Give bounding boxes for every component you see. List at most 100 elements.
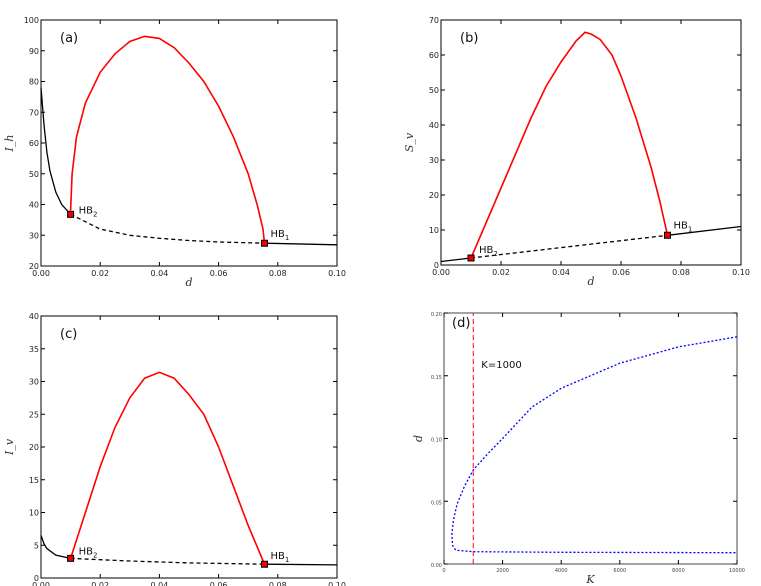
y-tick-label: 5 [34,541,39,550]
y-tick-label: 0.10 [431,438,442,444]
y-tick-label: 0.00 [431,563,442,569]
series-stable-right [264,563,338,566]
hopf-label-sub: 2 [493,250,497,258]
hopf-marker [467,254,475,262]
panel-label: (d) [452,316,470,331]
x-tick-label: 0.06 [210,269,228,278]
y-tick-label: 30 [29,231,39,240]
y-tick-label: 0.20 [431,312,442,318]
hopf-label: HB2 [79,205,98,218]
y-tick-label: 0.15 [431,375,442,381]
y-tick-label: 60 [29,139,39,148]
hopf-marker [67,210,75,218]
x-tick-label: 0 [442,568,445,574]
y-axis-label: I_h [3,135,16,153]
y-tick-label: 10 [29,509,39,518]
y-tick-label: 0.05 [431,500,442,506]
x-tick-label: 0.02 [91,269,109,278]
x-axis-label: K [585,573,595,586]
x-tick-label: 0.10 [732,268,750,277]
series-periodic-max [69,371,266,565]
y-axis-label: S_v [403,132,416,152]
panel-label: (a) [60,31,78,46]
y-tick-label: 30 [429,156,439,165]
annotation: K=1000 [481,360,521,371]
hopf-marker [260,239,268,247]
y-tick-label: 15 [29,476,39,485]
x-tick-label: 0.08 [672,268,690,277]
y-tick-label: 20 [429,191,439,200]
hopf-label-sub: 1 [688,225,692,233]
y-tick-label: 50 [29,170,39,179]
x-axis-label: d [185,276,192,289]
x-tick-label: 0.06 [210,581,228,586]
x-axis-label: d [587,275,594,288]
x-tick-label: 10000 [729,568,745,574]
hopf-marker [260,560,268,568]
x-tick-label: 6000 [613,568,626,574]
x-tick-label: 0.00 [32,269,50,278]
x-tick-label: 0.08 [269,581,287,586]
hopf-label: HB1 [674,220,693,233]
hopf-label-sub: 1 [285,556,289,564]
y-tick-label: 10 [429,226,439,235]
hopf-label-main: HB [270,551,285,562]
x-tick-label: 0.04 [150,581,168,586]
panel-c: 0.00 0.02 0.04 0.06 0.08 0.10 0 5 10 15 20 25 30 35 40… [3,312,346,586]
x-tick-label: 2000 [496,568,509,574]
panel-label: (c) [60,327,77,342]
hopf-label-main: HB [674,220,689,231]
x-tick-label: 0.08 [269,269,287,278]
hopf-label: HB1 [270,551,289,564]
y-tick-label: 80 [29,78,39,87]
x-tick-label: 0.02 [91,581,109,586]
plot-frame [440,19,742,266]
series-hopf-curve [451,336,738,554]
y-tick-label: 30 [29,378,39,387]
series-periodic-max [470,31,669,259]
series-stable-right [667,225,742,236]
plot-frame [40,315,338,579]
hopf-label: HB1 [270,229,289,242]
x-tick-label: 0.00 [32,581,50,586]
series-unstable [70,557,265,565]
y-tick-label: 70 [29,108,39,117]
series-stable-right [264,242,338,246]
hopf-label-sub: 2 [93,551,97,559]
y-tick-label: 20 [29,443,39,452]
hopf-label-main: HB [79,205,94,216]
y-tick-label: 25 [29,410,39,419]
y-tick-label: 35 [29,345,39,354]
series-stable-left [40,535,71,560]
panel-a: 0.00 0.02 0.04 0.06 0.08 0.10 20 30 40 50 60 70 80 90… [3,16,346,289]
hopf-label-main: HB [479,245,494,256]
y-tick-label: 40 [29,201,39,210]
x-tick-label: 0.04 [552,268,570,277]
x-tick-label: 0.04 [150,269,168,278]
hopf-label-main: HB [270,229,285,240]
series-stable-left [440,257,472,263]
hopf-label-main: HB [79,546,94,557]
x-tick-label: 0.10 [328,581,346,586]
x-tick-label: 8000 [672,568,685,574]
hopf-label: HB2 [479,245,498,258]
y-tick-label: 40 [429,121,439,130]
y-axis-label: d [412,435,425,442]
series-stable-left [40,87,72,215]
hopf-label-sub: 1 [285,234,289,242]
series-unstable [70,213,265,244]
hopf-label: HB2 [79,546,98,559]
y-tick-label: 90 [29,47,39,56]
y-tick-label: 0 [434,261,439,270]
x-tick-label: 0.06 [612,268,630,277]
y-tick-label: 0 [34,574,39,583]
x-tick-label: 0.10 [328,269,346,278]
panel-d: 0 2000 4000 6000 8000 10000 0.00 0.05 0.10 0.15 0.… [412,312,745,586]
plot-frame [443,312,738,565]
plot-frame [40,19,338,267]
y-tick-label: 70 [429,16,439,25]
y-tick-label: 60 [429,51,439,60]
series-unstable [470,234,668,259]
hopf-marker [67,554,75,562]
hopf-marker [664,231,671,239]
